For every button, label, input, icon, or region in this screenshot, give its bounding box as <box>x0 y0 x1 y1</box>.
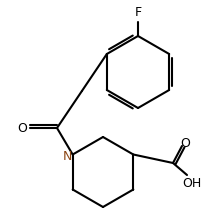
Text: N: N <box>63 150 72 163</box>
Text: OH: OH <box>182 177 202 190</box>
Text: F: F <box>135 6 142 19</box>
Text: O: O <box>17 121 27 134</box>
Text: O: O <box>180 136 190 149</box>
